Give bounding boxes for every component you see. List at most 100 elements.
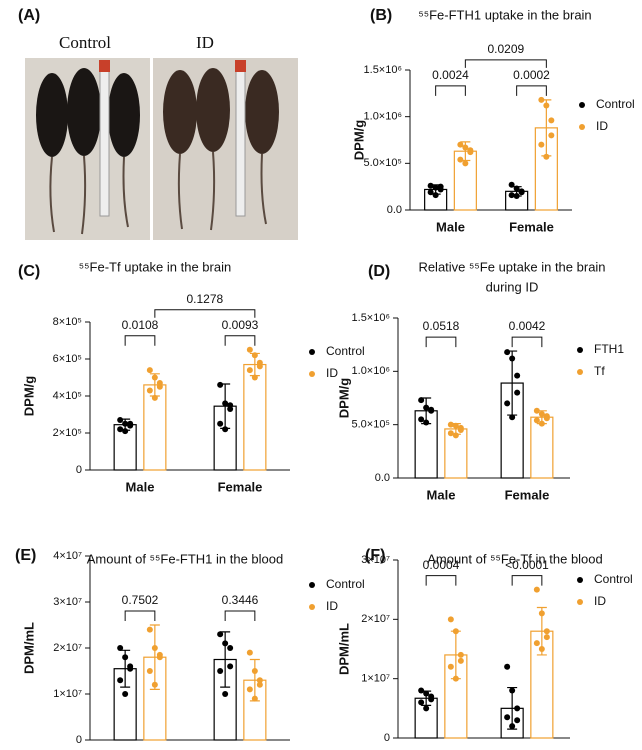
p-value: 0.7502: [122, 593, 159, 607]
data-point: [447, 663, 454, 670]
data-point: [251, 352, 258, 359]
y-tick-label: 0: [384, 732, 390, 744]
data-point: [533, 640, 540, 647]
bracket: [511, 575, 543, 586]
data-point: [222, 426, 229, 433]
legend-marker: [309, 582, 315, 588]
data-point: [127, 663, 134, 670]
data-point: [543, 102, 550, 109]
x-tick-label: Male: [427, 747, 456, 750]
data-point: [509, 414, 516, 421]
data-point: [251, 374, 258, 381]
data-point: [509, 355, 516, 362]
y-tick-label: 2×10⁷: [53, 642, 82, 654]
data-point: [514, 372, 521, 379]
photo-caption: Control: [59, 33, 111, 52]
bracket: [224, 610, 256, 621]
legend-marker: [577, 577, 583, 583]
y-tick-label: 3×10⁷: [361, 554, 390, 566]
data-point: [457, 156, 464, 163]
data-point: [514, 717, 521, 724]
data-point: [518, 188, 525, 195]
legend-label: ID: [326, 599, 338, 613]
data-point: [127, 420, 134, 427]
data-point: [146, 668, 153, 674]
bracket: [124, 610, 156, 621]
x-tick-label: Female: [218, 479, 263, 494]
legend-label: FTH1: [594, 342, 624, 356]
y-tick-label: 0.0: [375, 472, 390, 484]
data-point: [227, 663, 234, 670]
y-tick-label: 1.0×10⁶: [364, 111, 402, 123]
data-point: [117, 677, 124, 684]
data-point: [117, 645, 124, 651]
data-point: [504, 349, 511, 356]
data-point: [543, 634, 550, 641]
data-point: [462, 160, 469, 167]
data-point: [514, 705, 521, 712]
y-axis-label: DPM/g: [351, 120, 366, 161]
data-point: [151, 394, 158, 401]
data-point: [222, 640, 229, 647]
data-point: [222, 400, 229, 407]
y-tick-label: 6×10⁵: [53, 353, 82, 365]
legend-marker: [309, 604, 315, 610]
data-point: [156, 380, 163, 387]
legend-label: Control: [594, 572, 633, 586]
y-axis-label: DPM/mL: [21, 622, 36, 674]
data-point: [509, 723, 516, 730]
data-point: [151, 681, 158, 688]
data-point: [447, 616, 454, 623]
data-point: [457, 424, 464, 431]
data-point: [217, 381, 224, 388]
data-point: [462, 144, 469, 151]
y-tick-label: 8×10⁵: [53, 316, 82, 328]
data-point: [514, 389, 521, 396]
data-point: [256, 363, 263, 370]
data-point: [156, 651, 163, 658]
y-tick-label: 1.5×10⁶: [364, 64, 402, 76]
chart-title: Amount of ⁵⁵Fe-FTH1 in the blood: [87, 551, 283, 566]
data-point: [538, 646, 545, 652]
data-point: [246, 649, 253, 656]
error-bar: [149, 624, 160, 690]
bracket: [511, 336, 543, 348]
data-point: [418, 416, 425, 423]
chart-title: ⁵⁵Fe-Tf uptake in the brain: [79, 259, 231, 274]
bracket: [425, 575, 457, 586]
data-point: [447, 421, 454, 428]
p-value: 0.0209: [487, 42, 524, 56]
x-tick-label: Female: [505, 487, 550, 502]
panel-label: (E): [15, 547, 36, 564]
data-point: [533, 417, 540, 424]
data-point: [504, 400, 511, 407]
data-point: [504, 663, 511, 670]
data-point: [548, 132, 555, 139]
data-point: [217, 420, 224, 427]
chart-title: Amount of ⁵⁵Fe-Tf in the blood: [427, 551, 603, 566]
panel-a: (A) Control ID: [18, 7, 298, 240]
data-point: [513, 185, 520, 192]
y-tick-label: 0: [76, 464, 82, 476]
x-tick-label: Male: [427, 487, 456, 502]
panel-label: (A): [18, 7, 40, 24]
data-point: [508, 192, 515, 199]
data-point: [538, 141, 545, 148]
y-tick-label: 2×10⁷: [361, 613, 390, 625]
data-point: [256, 677, 263, 684]
data-point: [543, 153, 550, 160]
y-tick-label: 4×10⁵: [53, 390, 82, 402]
data-point: [457, 141, 464, 148]
data-point: [428, 406, 435, 413]
legend-marker: [579, 102, 585, 108]
data-point: [423, 690, 430, 697]
data-point: [457, 651, 464, 658]
panel-label: (B): [370, 7, 392, 24]
y-tick-label: 1.5×10⁶: [352, 312, 390, 324]
data-point: [423, 705, 430, 712]
legend-label: ID: [326, 366, 338, 380]
data-point: [151, 374, 158, 381]
p-value: <0.0001: [505, 558, 549, 572]
data-point: [428, 696, 435, 703]
chart-title: Relative ⁵⁵Fe uptake in the brain: [418, 259, 605, 274]
